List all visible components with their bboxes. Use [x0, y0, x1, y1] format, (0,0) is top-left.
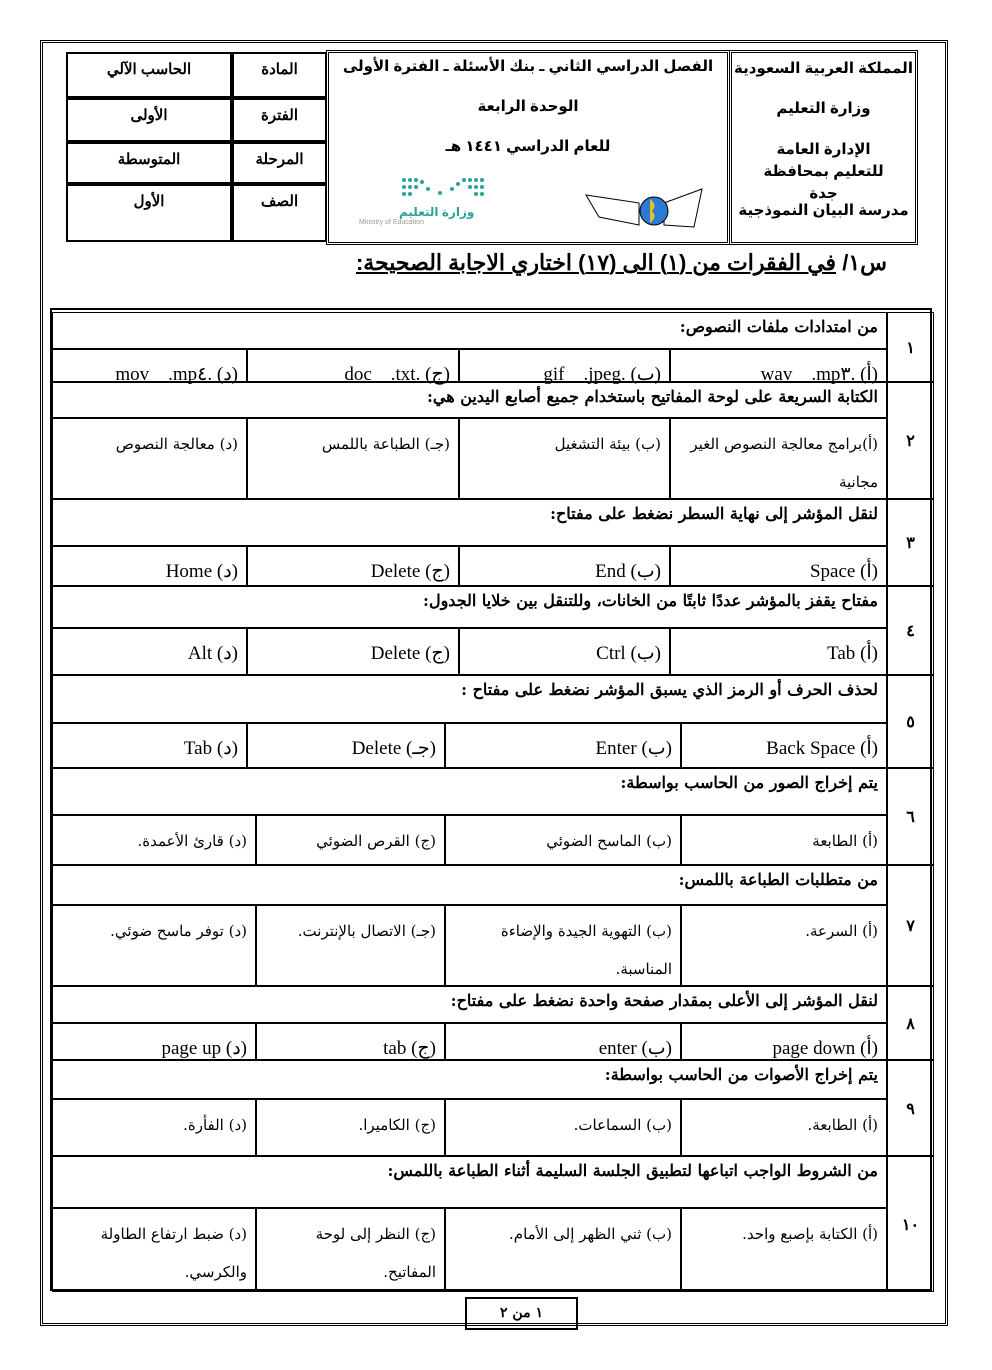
question-text: لنقل المؤشر إلى الأعلى بمقدار صفحة واحدة… — [52, 986, 887, 1023]
answer-option[interactable]: (ج) القرص الضوئي — [256, 815, 445, 865]
directorate-label: الإدارة العامة للتعليم بمحافظة جدة — [763, 141, 884, 202]
answer-option[interactable]: (أ) page down — [681, 1023, 887, 1060]
answer-option[interactable]: (ج) .doc _ .txt — [247, 349, 459, 385]
answer-option[interactable]: (أ) السرعة. — [681, 905, 887, 986]
answer-option[interactable]: (أ) الطابعة — [681, 815, 887, 865]
info-label: المادة — [232, 52, 327, 98]
globe-book-logo — [585, 188, 703, 228]
answer-option[interactable]: (جـ) Delete — [247, 723, 445, 768]
info-value: المتوسطة — [66, 142, 232, 184]
question-number: ٥ — [887, 675, 934, 768]
answer-option[interactable]: (ب) .gif _ .jpeg — [459, 349, 670, 385]
answer-option[interactable]: (أ) Space — [670, 546, 887, 586]
answer-option[interactable]: (ب) السماعات. — [445, 1099, 681, 1156]
unit-title: الوحدة الرابعة — [477, 98, 579, 115]
answer-option[interactable]: (ب) ثني الظهر إلى الأمام. — [445, 1208, 681, 1292]
info-value: الحاسب الآلي — [66, 52, 232, 98]
moe-dots-icon — [402, 178, 484, 196]
question-number: ٢ — [887, 382, 934, 499]
answer-option[interactable]: (ج) Delete — [247, 546, 459, 586]
moe-logo-en: Ministry of Education — [359, 219, 424, 226]
answer-option[interactable]: (أ) الطابعة. — [681, 1099, 887, 1156]
answer-option[interactable]: (د) Alt — [52, 628, 247, 675]
answer-option[interactable]: (ج) الكاميرا. — [256, 1099, 445, 1156]
answer-option[interactable]: (أ) Tab — [670, 628, 887, 675]
answer-option[interactable]: (ب) Ctrl — [459, 628, 670, 675]
answer-option[interactable]: (أ)برامج معالجة النصوص الغير مجانية — [670, 418, 887, 499]
ministry-label: وزارة التعليم — [776, 100, 871, 117]
question-text: من امتدادات ملفات النصوص: — [52, 312, 887, 349]
moe-logo-ar: وزارة التعليم — [399, 205, 475, 219]
answer-option[interactable]: (د) .mov _ .mp٤ — [52, 349, 247, 385]
question-text: لحذف الحرف أو الرمز الذي يسبق المؤشر نضغ… — [52, 675, 887, 723]
answer-option[interactable]: (د) توفر ماسح ضوئي. — [52, 905, 256, 986]
school-label: مدرسة البيان النموذجية — [738, 202, 909, 219]
question-number: ٤ — [887, 586, 934, 675]
question-text: مفتاح يقفز بالمؤشر عددًا ثابتًا من الخان… — [52, 586, 887, 628]
answer-option[interactable]: (أ) Back Space — [681, 723, 887, 768]
section-prefix: س١/ — [842, 250, 887, 275]
question-number: ٩ — [887, 1060, 934, 1156]
question-text: يتم إخراج الأصوات من الحاسب بواسطة: — [52, 1060, 887, 1099]
answer-option[interactable]: (أ) الكتابة بإصبع واحد. — [681, 1208, 887, 1292]
answer-option[interactable]: (د) Home — [52, 546, 247, 586]
answer-option[interactable]: (د) معالجة النصوص — [52, 418, 247, 499]
info-value: الأول — [66, 184, 232, 242]
answer-option[interactable]: (ب) التهوية الجيدة والإضاءة المناسبة. — [445, 905, 681, 986]
info-label: الفترة — [232, 98, 327, 142]
page-border — [40, 40, 948, 1326]
question-text: من الشروط الواجب اتباعها لتطبيق الجلسة ا… — [52, 1156, 887, 1208]
kingdom-label: المملكة العربية السعودية — [734, 60, 913, 77]
question-text: يتم إخراج الصور من الحاسب بواسطة: — [52, 768, 887, 815]
answer-option[interactable]: (جـ) الطباعة باللمس — [247, 418, 459, 499]
question-text: لنقل المؤشر إلى نهاية السطر نضغط على مفت… — [52, 499, 887, 546]
section-instruction: في الفقرات من (١) الى (١٧) اختاري الاجاب… — [355, 250, 837, 275]
question-number: ٣ — [887, 499, 934, 586]
answer-option[interactable]: (ب) enter — [445, 1023, 681, 1060]
answer-option[interactable]: (د) قارئ الأعمدة. — [52, 815, 256, 865]
answer-option[interactable]: (د) Tab — [52, 723, 247, 768]
question-number: ٨ — [887, 986, 934, 1060]
answer-option[interactable]: (ب) Enter — [445, 723, 681, 768]
term-title: الفصل الدراسي الثاني ـ بنك الأسئلة ـ الف… — [342, 58, 714, 75]
answer-option[interactable]: (د) page up — [52, 1023, 256, 1060]
answer-option[interactable]: (د) الفأرة. — [52, 1099, 256, 1156]
answer-option[interactable]: (جـ) الاتصال بالإنترنت. — [256, 905, 445, 986]
answer-option[interactable]: (ب) الماسح الضوئي — [445, 815, 681, 865]
answer-option[interactable]: (ج) النظر إلى لوحة المفاتيح. — [256, 1208, 445, 1292]
page-number: ١ من ٢ — [465, 1297, 578, 1330]
questions-table: ١ من امتدادات ملفات النصوص: (أ) .wav _ .mp… — [50, 308, 934, 1292]
question-number: ٦ — [887, 768, 934, 865]
answer-option[interactable]: (ج) Delete — [247, 628, 459, 675]
header-center: الفصل الدراسي الثاني ـ بنك الأسئلة ـ الف… — [326, 50, 730, 245]
info-value: الأولى — [66, 98, 232, 142]
question-number: ٧ — [887, 865, 934, 986]
answer-option[interactable]: (ب) End — [459, 546, 670, 586]
question-text: من متطلبات الطباعة باللمس: — [52, 865, 887, 905]
answer-option[interactable]: (أ) .wav _ .mp٣ — [670, 349, 887, 385]
question-number: ١ — [887, 312, 934, 382]
info-label: الصف — [232, 184, 327, 242]
question-text: الكتابة السريعة على لوحة المفاتيح باستخد… — [52, 382, 887, 418]
answer-option[interactable]: (د) ضبط ارتفاع الطاولة والكرسي. — [52, 1208, 256, 1292]
moe-logo: وزارة التعليم Ministry of Education — [359, 175, 489, 226]
header-right: المملكة العربية السعودية وزارة التعليم ا… — [729, 50, 918, 245]
question-number: ١٠ — [887, 1156, 934, 1292]
answer-option[interactable]: (ج) tab — [256, 1023, 445, 1060]
answer-option[interactable]: (ب) بيئة التشغيل — [459, 418, 670, 499]
section-title: س١/ في الفقرات من (١) الى (١٧) اختاري ال… — [356, 250, 887, 276]
info-label: المرحلة — [232, 142, 327, 184]
year-title: للعام الدراسي ١٤٤١ هـ — [445, 138, 611, 155]
